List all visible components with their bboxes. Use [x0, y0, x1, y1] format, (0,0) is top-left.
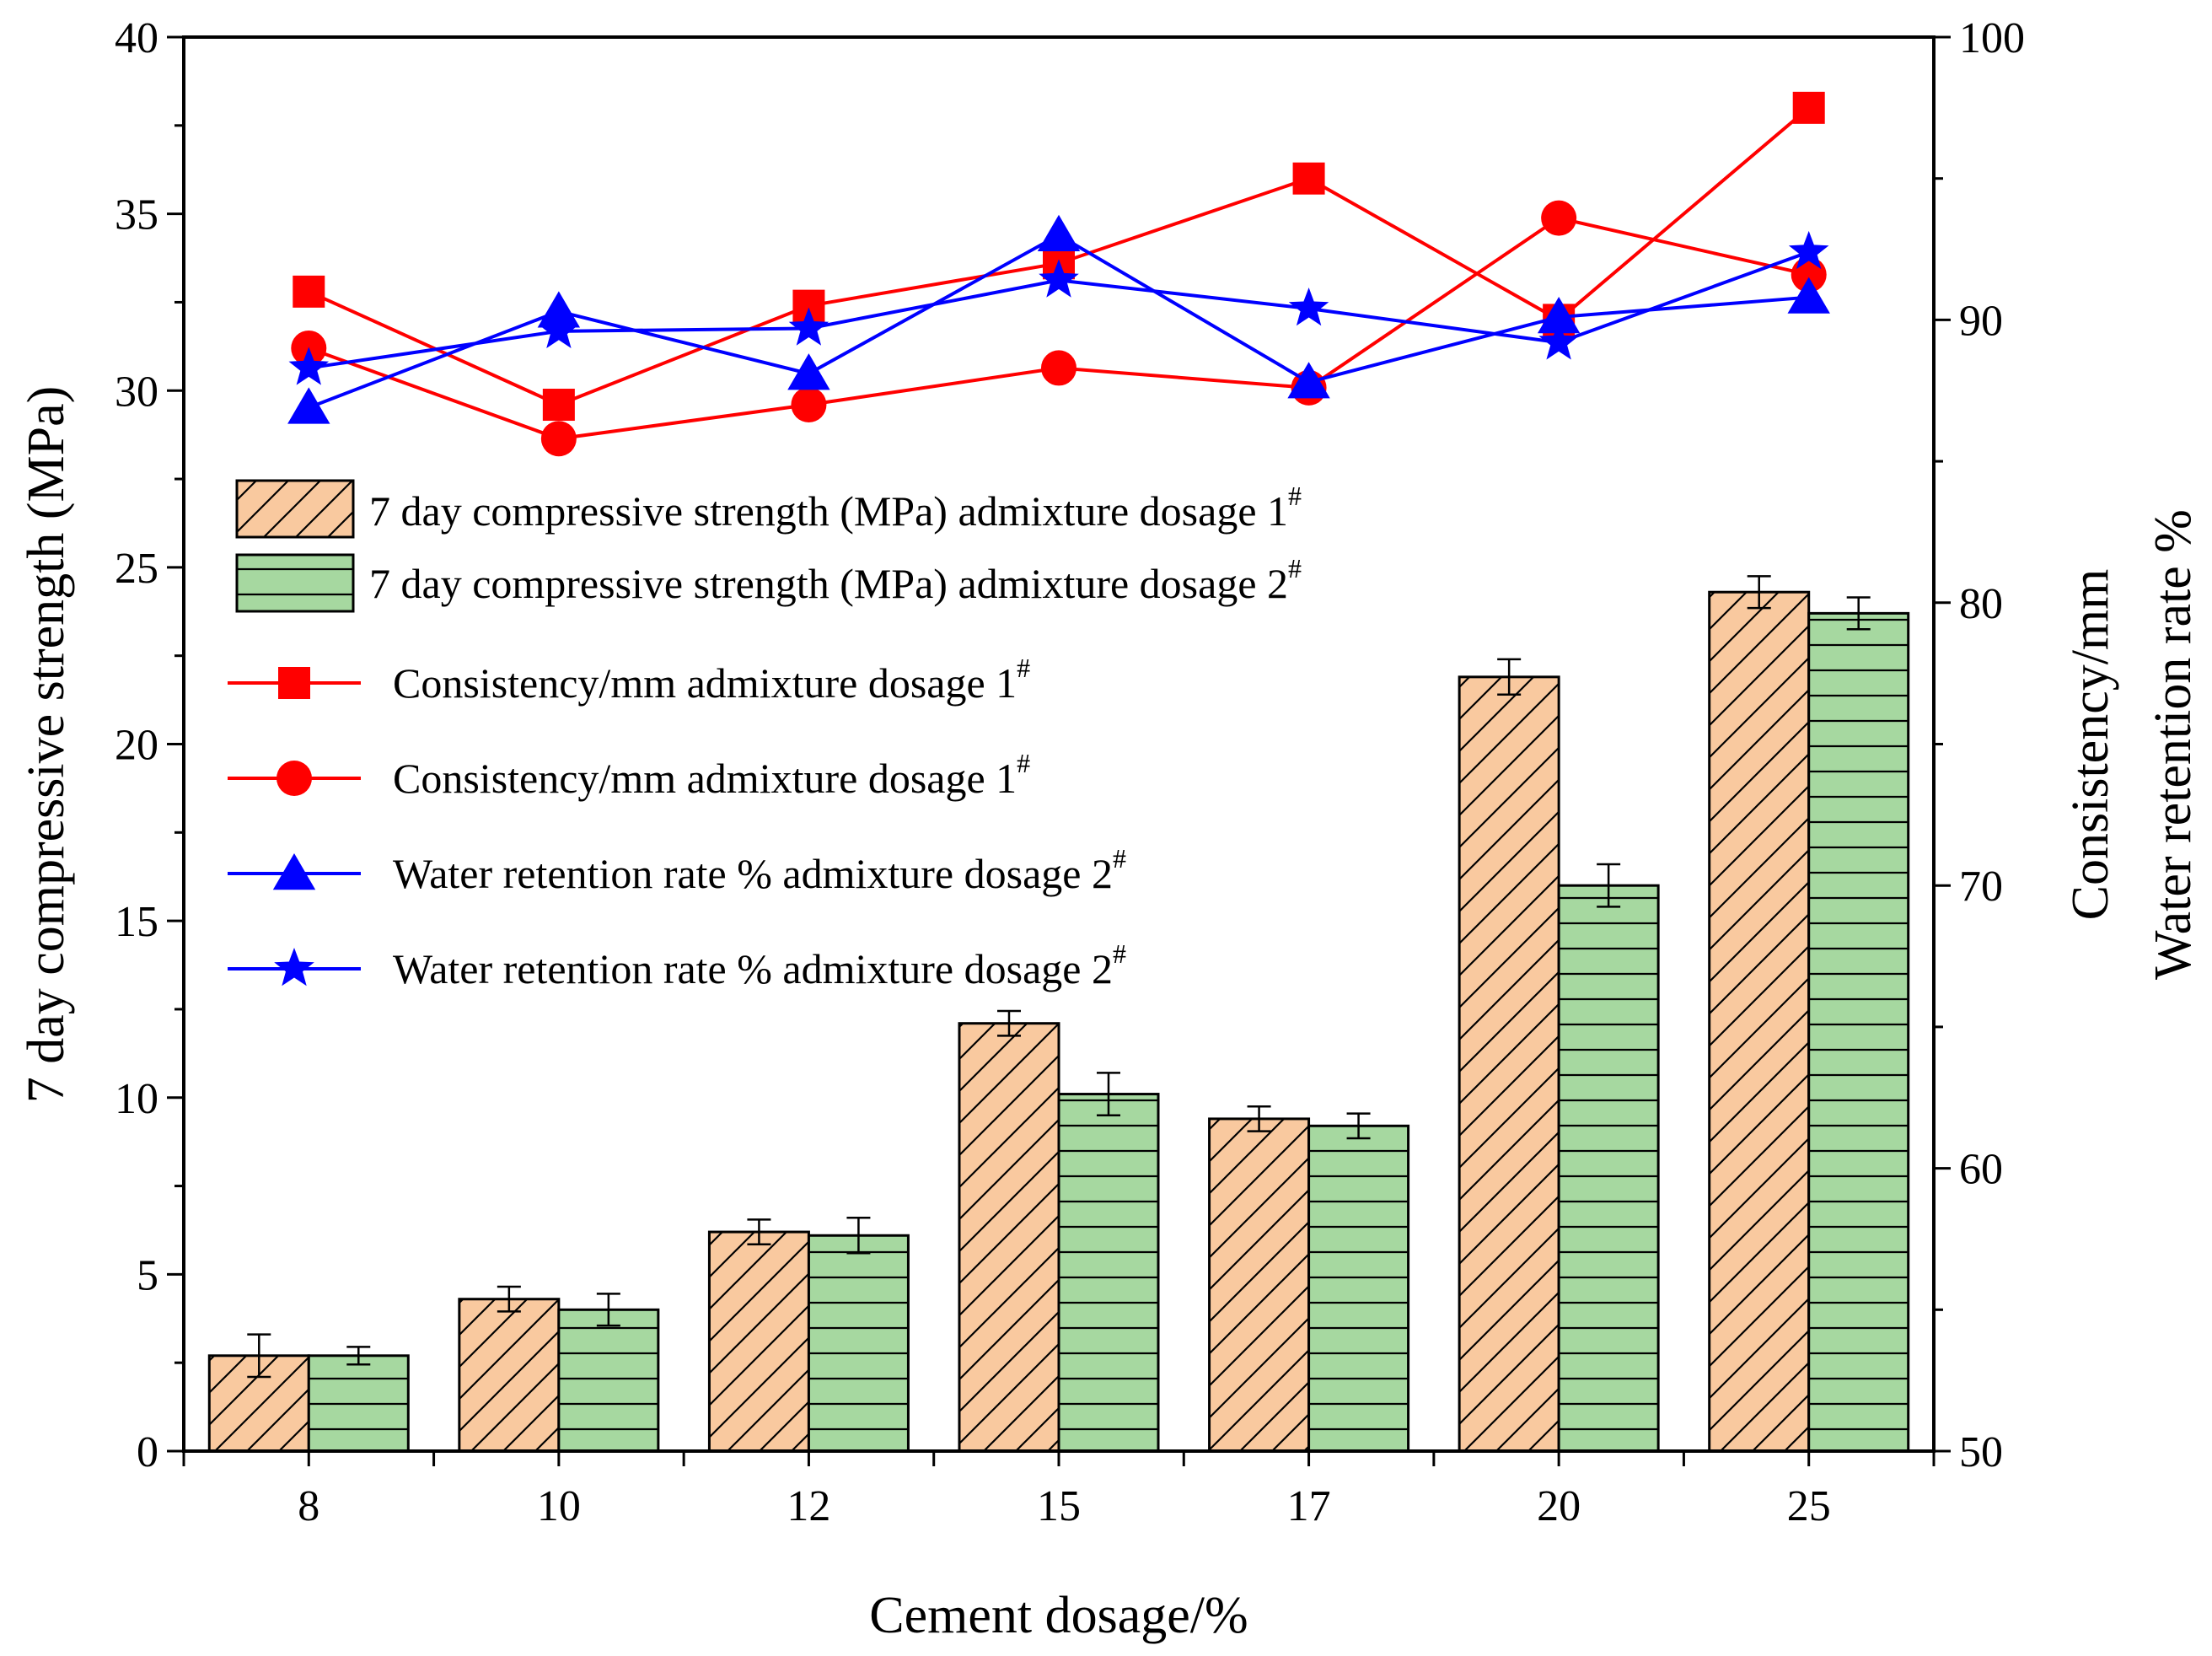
point-series2-10 [540, 421, 577, 457]
bar-series2-17 [1307, 1124, 1410, 1453]
y-left-tick-label-40: 40 [115, 14, 158, 62]
point-series3-17 [1287, 362, 1330, 399]
point-series4-10 [539, 309, 579, 348]
error-bar-series2-15 [1097, 1072, 1120, 1116]
bar-series2-20 [1557, 884, 1660, 1453]
error-bar-series2-20 [1597, 863, 1621, 908]
x-tick-label-8: 8 [298, 1482, 319, 1530]
error-bar-series2-8 [346, 1346, 371, 1366]
point-series1-17 [1292, 162, 1325, 195]
x-axis-title: Cement dosage/% [869, 1587, 1248, 1644]
error-bar-series1-17 [1247, 1105, 1271, 1132]
y-left-tick-label-30: 30 [115, 368, 158, 416]
legend-label-line-2: Consistency/mm admixture dosage 1# [393, 748, 1030, 802]
y-left-tick-label-0: 0 [137, 1428, 158, 1476]
y-right-tick-label-50: 50 [1959, 1428, 2003, 1476]
error-bar-series1-25 [1747, 575, 1771, 610]
y-axis-title-right-1: Consistency/mm [2062, 569, 2119, 921]
point-series4-17 [1288, 288, 1329, 326]
bar-series2-25 [1807, 611, 1910, 1453]
legend-marker-3 [272, 853, 316, 890]
bar-series1-17 [1208, 1117, 1311, 1453]
point-series3-20 [1537, 297, 1581, 334]
bar-series1-12 [707, 1230, 810, 1453]
y-left-tick-label-15: 15 [115, 898, 158, 946]
point-series2-15 [1041, 350, 1076, 386]
x-tick-label-20: 20 [1537, 1482, 1581, 1530]
y-axis-title-left: 7 day compressive strength (MPa) [18, 386, 75, 1104]
error-bar-series2-25 [1846, 596, 1871, 631]
legend-label-line-1: Consistency/mm admixture dosage 1# [393, 653, 1030, 707]
bar-series1-15 [958, 1022, 1060, 1453]
point-series1-8 [293, 275, 325, 308]
legend-swatch-bar-2 [235, 553, 355, 613]
y-left-tick-label-35: 35 [115, 191, 158, 239]
point-series3-12 [787, 353, 830, 390]
x-tick-label-25: 25 [1787, 1482, 1831, 1530]
point-series4-25 [1788, 230, 1829, 270]
point-series3-25 [1787, 277, 1830, 314]
point-series4-12 [788, 307, 830, 346]
point-series4-8 [288, 347, 330, 385]
bar-series1-10 [458, 1298, 561, 1453]
point-series4-15 [1039, 259, 1079, 298]
point-series3-15 [1037, 214, 1081, 251]
legend-label-bar-2: 7 day compressive strength (MPa) admixtu… [369, 553, 1302, 607]
x-tick-label-17: 17 [1287, 1482, 1331, 1530]
legend-marker-2 [276, 761, 312, 796]
bar-series2-8 [307, 1354, 410, 1453]
error-bar-series2-10 [596, 1293, 620, 1327]
y-right-tick-label-60: 60 [1959, 1146, 2003, 1194]
legend-label-bar-1: 7 day compressive strength (MPa) admixtu… [369, 481, 1302, 535]
bar-series1-25 [1708, 590, 1811, 1453]
error-bar-series1-15 [997, 1009, 1021, 1037]
y-axis-title-right-2: Water retention rate % [2145, 509, 2202, 980]
bar-series2-12 [807, 1234, 910, 1453]
lines-layer [287, 91, 1830, 457]
error-bar-series1-8 [247, 1333, 271, 1379]
legend-label-line-3: Water retention rate % admixture dosage … [393, 843, 1126, 897]
y-right-tick-label-70: 70 [1959, 863, 2003, 911]
point-series3-10 [537, 291, 581, 328]
bar-series2-10 [557, 1308, 660, 1453]
bar-series1-20 [1458, 675, 1560, 1453]
y-right-tick-label-80: 80 [1959, 580, 2003, 628]
x-tick-label-15: 15 [1037, 1482, 1081, 1530]
y-left-tick-label-10: 10 [115, 1075, 158, 1123]
y-left-tick-label-25: 25 [115, 545, 158, 593]
bars-layer [207, 590, 1910, 1453]
error-bar-series1-20 [1497, 658, 1522, 696]
point-series1-25 [1792, 91, 1825, 124]
error-bars-layer [247, 575, 1871, 1379]
bar-series2-15 [1057, 1093, 1160, 1453]
legend: 7 day compressive strength (MPa) admixtu… [228, 479, 1302, 992]
point-series2-20 [1541, 200, 1577, 236]
point-series2-12 [791, 387, 827, 423]
error-bar-series1-10 [497, 1285, 521, 1313]
legend-label-line-4: Water retention rate % admixture dosage … [393, 938, 1126, 992]
y-left-tick-label-20: 20 [115, 722, 158, 770]
legend-marker-4 [274, 948, 314, 987]
ticks-layer: 8 10 12 15 17 20 25 0 5 10 15 20 25 30 35 40 50 60 70 80 90 1… [115, 14, 2025, 1530]
y-right-tick-label-90: 90 [1959, 297, 2003, 345]
x-tick-label-12: 12 [787, 1482, 830, 1530]
legend-swatch-bar-1 [235, 479, 355, 539]
error-bar-series2-12 [846, 1217, 871, 1255]
y-right-tick-label-100: 100 [1959, 14, 2025, 62]
error-bar-series1-12 [747, 1218, 771, 1245]
point-series4-20 [1538, 321, 1579, 360]
point-series3-8 [287, 387, 330, 424]
x-tick-label-10: 10 [537, 1482, 581, 1530]
point-series1-10 [542, 389, 575, 422]
error-bar-series2-17 [1346, 1112, 1371, 1140]
y-left-tick-label-5: 5 [137, 1251, 158, 1299]
legend-marker-1 [278, 667, 310, 699]
